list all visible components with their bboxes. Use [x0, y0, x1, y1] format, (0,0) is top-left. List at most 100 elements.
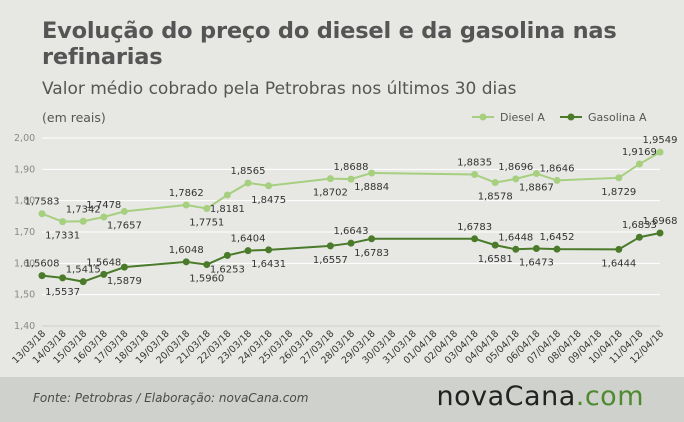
data-label: 1,9169: [622, 147, 657, 158]
legend-marker: [567, 113, 575, 121]
data-label: 1,7331: [45, 231, 80, 242]
data-label: 1,6581: [478, 254, 513, 265]
data-point: [182, 201, 190, 209]
data-label: 1,7751: [189, 217, 224, 228]
data-point: [326, 175, 334, 183]
data-label: 1,8696: [498, 162, 533, 173]
data-label: 1,6557: [313, 255, 348, 266]
data-point: [79, 217, 87, 225]
data-point: [471, 235, 479, 243]
data-label: 1,5415: [66, 265, 101, 276]
data-label: 1,6643: [334, 226, 369, 237]
data-label: 1,9549: [643, 135, 678, 146]
data-point: [223, 251, 231, 259]
data-point: [120, 263, 128, 271]
data-point: [471, 171, 479, 179]
data-label: 1,6783: [354, 248, 389, 259]
footer: Fonte: Petrobras / Elaboração: novaCana.…: [0, 377, 684, 422]
data-point: [512, 245, 520, 253]
unit-note: (em reais): [42, 110, 106, 125]
data-point: [615, 174, 623, 182]
data-label: 1,5537: [45, 287, 80, 298]
data-label: 1,5608: [25, 259, 60, 270]
data-point: [244, 179, 252, 187]
data-point: [532, 170, 540, 178]
data-label: 1,6444: [601, 258, 636, 269]
data-label: 1,8646: [540, 163, 575, 174]
data-label: 1,5960: [189, 274, 224, 285]
data-point: [512, 175, 520, 183]
y-tick-label: 1,90: [14, 164, 35, 175]
data-label: 1,5648: [86, 257, 121, 268]
source-note: Fonte: Petrobras / Elaboração: novaCana.…: [33, 391, 309, 405]
data-label: 1,8578: [478, 192, 513, 203]
data-point: [59, 274, 67, 282]
data-label: 1,8181: [210, 204, 245, 215]
data-point: [347, 175, 355, 183]
data-label: 1,8729: [601, 187, 636, 198]
y-tick-label: 1,70: [14, 227, 35, 238]
data-point: [368, 169, 376, 177]
data-label: 1,6452: [540, 232, 575, 243]
data-label: 1,7862: [169, 188, 204, 199]
data-point: [656, 229, 664, 237]
brand-main: novaCana: [436, 381, 576, 412]
data-point: [100, 213, 108, 221]
data-point: [120, 207, 128, 215]
legend-marker: [479, 113, 487, 121]
data-point: [203, 261, 211, 269]
data-label: 1,8867: [519, 183, 554, 194]
data-point: [182, 258, 190, 266]
legend-label: Gasolina A: [588, 111, 647, 124]
data-label: 1,7657: [107, 220, 142, 231]
data-label: 1,6431: [251, 259, 286, 270]
data-point: [491, 179, 499, 187]
data-label: 1,8702: [313, 188, 348, 199]
data-label: 1,8688: [334, 162, 369, 173]
data-point: [635, 233, 643, 241]
legend-label: Diesel A: [500, 111, 545, 124]
data-point: [532, 245, 540, 253]
data-point: [635, 160, 643, 168]
data-label: 1,6833: [622, 220, 657, 231]
y-tick-label: 1,60: [14, 258, 35, 269]
data-label: 1,6968: [643, 216, 678, 227]
data-label: 1,5879: [107, 276, 142, 287]
chart-subtitle: Valor médio cobrado pela Petrobras nos ú…: [42, 79, 517, 99]
data-point: [265, 182, 273, 190]
data-label: 1,8565: [231, 166, 266, 177]
data-point: [265, 246, 273, 254]
data-point: [553, 176, 561, 184]
data-point: [38, 210, 46, 218]
data-point: [347, 239, 355, 247]
data-point: [79, 278, 87, 286]
data-point: [368, 235, 376, 243]
data-label: 1,7342: [66, 204, 101, 215]
data-label: 1,6404: [231, 234, 266, 245]
data-label: 1,7478: [86, 200, 121, 211]
chart-title: Evolução do preço do diesel e da gasolin…: [42, 18, 617, 70]
data-label: 1,6473: [519, 258, 554, 269]
data-label: 1,8475: [251, 195, 286, 206]
brand-suffix: .com: [575, 381, 644, 412]
data-point: [244, 247, 252, 255]
data-point: [38, 272, 46, 280]
data-label: 1,6783: [457, 222, 492, 233]
data-label: 1,7583: [25, 197, 60, 208]
data-point: [59, 218, 67, 226]
y-tick-label: 2,00: [14, 133, 35, 144]
y-tick-label: 1,80: [14, 196, 35, 207]
data-point: [553, 245, 561, 253]
data-label: 1,6253: [210, 264, 245, 275]
data-label: 1,8835: [457, 158, 492, 169]
data-point: [203, 204, 211, 212]
y-tick-label: 1,40: [14, 321, 35, 332]
brand-logo: novaCana.com: [437, 381, 644, 412]
data-point: [223, 191, 231, 199]
data-point: [656, 148, 664, 156]
y-tick-label: 1,50: [14, 290, 35, 301]
data-point: [615, 245, 623, 253]
data-label: 1,6048: [169, 245, 204, 256]
data-label: 1,8884: [354, 182, 389, 193]
